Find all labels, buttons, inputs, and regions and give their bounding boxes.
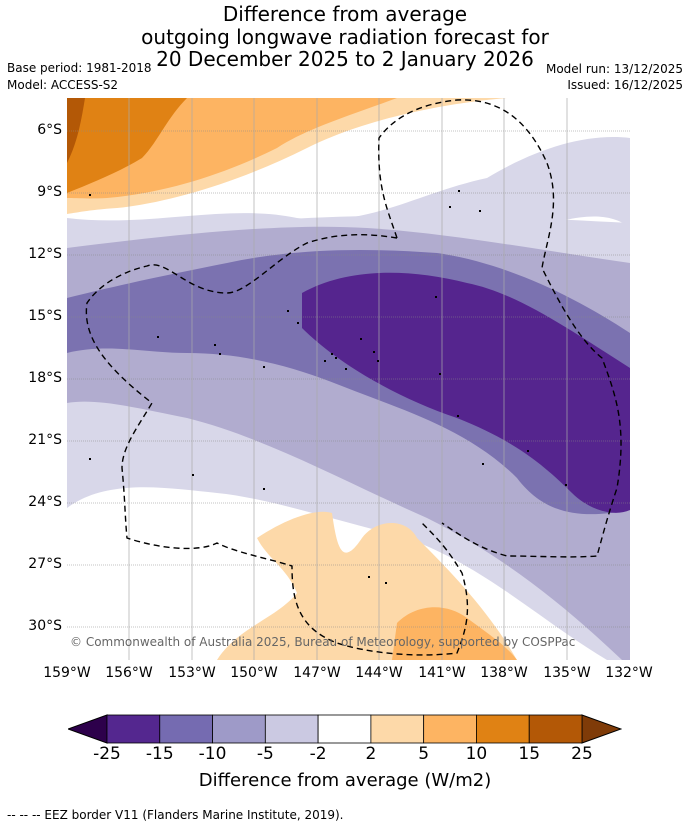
lon-label-132w: 132°W <box>605 665 653 681</box>
title-line-2: outgoing longwave radiation forecast for <box>141 25 549 49</box>
copyright-notice: © Commonwealth of Australia 2025, Bureau… <box>70 635 575 649</box>
lon-label-153w: 153°W <box>168 665 216 681</box>
colorbar-tick-label: -5 <box>256 744 274 764</box>
title-line-1: Difference from average <box>222 2 468 26</box>
islands <box>89 190 567 584</box>
lat-label-9s: 9°S <box>37 184 62 200</box>
colorbar-tick-label: 5 <box>418 744 430 764</box>
colorbar-tick-label: 2 <box>365 744 377 764</box>
model-run: Model run: 13/12/2025 <box>545 62 683 76</box>
contour-minus15 <box>302 272 630 513</box>
colorbar-tick-label: -15 <box>145 744 174 764</box>
lat-label-24s: 24°S <box>28 494 62 510</box>
lat-label-30s: 30°S <box>28 618 62 634</box>
lat-label-12s: 12°S <box>28 246 62 262</box>
issued-date: Issued: 16/12/2025 <box>567 78 683 92</box>
colorbar-segment <box>370 714 425 744</box>
colorbar-segment <box>423 714 477 744</box>
colorbar-tick-label: -10 <box>198 744 227 764</box>
olr-anomaly-map: © Commonwealth of Australia 2025, Bureau… <box>67 98 630 660</box>
colorbar-under-arrow <box>68 714 108 744</box>
colorbar-segment <box>528 714 583 744</box>
colorbar-title: Difference from average (W/m2) <box>198 770 492 791</box>
lon-label-135w: 135°W <box>543 665 591 681</box>
colorbar-segment <box>159 714 213 744</box>
model-name: Model: ACCESS-S2 <box>7 78 119 92</box>
lon-label-159w: 159°W <box>43 665 91 681</box>
colorbar-segment <box>264 714 319 744</box>
colorbar-tick-label: -25 <box>93 744 121 764</box>
base-period: Base period: 1981-2018 <box>7 61 152 75</box>
colorbar-segment <box>212 714 266 744</box>
lon-label-141w: 141°W <box>418 665 466 681</box>
lat-label-15s: 15°S <box>28 308 62 324</box>
contour-plus15-northwest <box>67 98 85 163</box>
lat-label-18s: 18°S <box>28 370 62 386</box>
title-line-3: 20 December 2025 to 2 January 2026 <box>156 47 534 71</box>
colorbar-over-arrow <box>581 714 622 744</box>
colorbar-segment <box>317 714 372 744</box>
eez-border-east <box>378 99 622 558</box>
eez-border-west <box>85 234 469 656</box>
lon-label-147w: 147°W <box>293 665 341 681</box>
lon-label-156w: 156°W <box>105 665 153 681</box>
colorbar-tick-label: -2 <box>309 744 327 764</box>
lon-label-138w: 138°W <box>480 665 528 681</box>
colorbar-tick-label: 25 <box>571 744 593 764</box>
lon-label-144w: 144°W <box>355 665 403 681</box>
lat-label-6s: 6°S <box>37 122 62 138</box>
colorbar <box>68 714 622 744</box>
colorbar-tick-label: 15 <box>518 744 541 764</box>
colorbar-segment <box>476 714 530 744</box>
lat-label-27s: 27°S <box>28 556 62 572</box>
lat-label-21s: 21°S <box>28 432 62 448</box>
eez-border-legend: -- -- -- EEZ border V11 (Flanders Marine… <box>7 808 344 822</box>
meridians <box>128 98 568 660</box>
contour-plus5-south <box>392 607 517 660</box>
colorbar-segment <box>106 714 161 744</box>
colorbar-tick-label: 10 <box>465 744 488 764</box>
lon-label-150w: 150°W <box>230 665 278 681</box>
contour-plus10-northwest <box>67 98 187 193</box>
